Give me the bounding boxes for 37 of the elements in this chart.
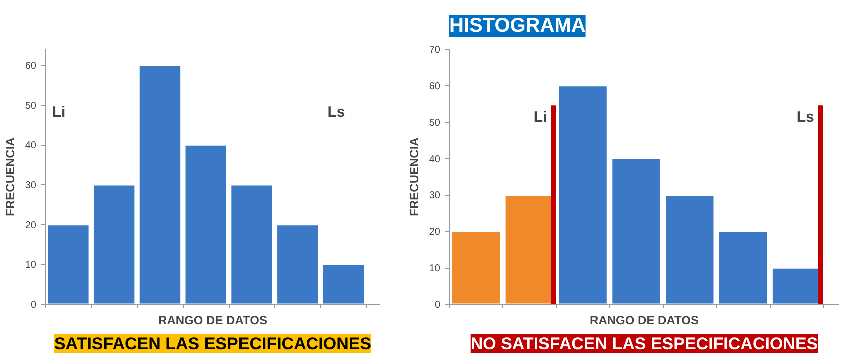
text: SATISFACEN LAS ESPECIFICACIONES	[54, 334, 372, 354]
annotation: Ls	[328, 104, 346, 121]
y-tick-label: 50	[25, 100, 37, 112]
x-axis-title: RANGO DE DATOS	[590, 314, 699, 328]
y-tick-label: 40	[429, 154, 441, 166]
y-tick-label: 40	[25, 140, 37, 152]
bar	[138, 64, 182, 304]
bar	[92, 184, 136, 304]
y-tick-label: 20	[429, 227, 441, 238]
y-tick-label: 20	[25, 220, 37, 232]
y-tick-label: 0	[30, 300, 37, 311]
bar	[718, 230, 769, 304]
annotation: Li	[534, 109, 548, 126]
annotation: Ls	[796, 109, 814, 126]
text: NO SATISFACEN LAS ESPECIFICACIONES	[470, 334, 818, 354]
y-axis-title: FRECUENCIA	[3, 137, 18, 216]
bar	[184, 144, 228, 304]
y-tick-label: 50	[429, 118, 441, 129]
y-tick-label: 60	[25, 60, 37, 72]
y-axis-title: FRECUENCIA	[407, 137, 422, 216]
chart-title: HISTOGRAMA	[450, 15, 586, 37]
y-tick-label: 30	[25, 180, 37, 192]
y-tick-label: 0	[434, 300, 441, 311]
bar	[46, 224, 90, 304]
annotation: Li	[52, 104, 66, 121]
x-axis-title: RANGO DE DATOS	[158, 314, 268, 328]
bar	[611, 158, 662, 304]
bar	[276, 224, 320, 304]
bar	[450, 230, 502, 304]
bar	[664, 194, 716, 304]
y-tick-label: 70	[429, 45, 441, 56]
bar	[230, 184, 274, 304]
y-tick-label: 10	[25, 260, 37, 272]
y-tick-label: 60	[429, 81, 441, 92]
y-tick-label: 30	[429, 190, 441, 202]
bar	[322, 264, 366, 304]
y-tick-label: 10	[429, 264, 441, 275]
